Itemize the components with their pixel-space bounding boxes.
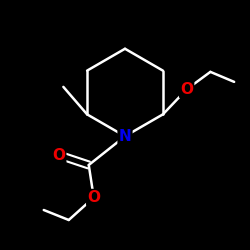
Text: O: O bbox=[180, 82, 193, 97]
Text: N: N bbox=[119, 129, 132, 144]
Text: O: O bbox=[52, 148, 65, 162]
Text: O: O bbox=[87, 190, 100, 205]
